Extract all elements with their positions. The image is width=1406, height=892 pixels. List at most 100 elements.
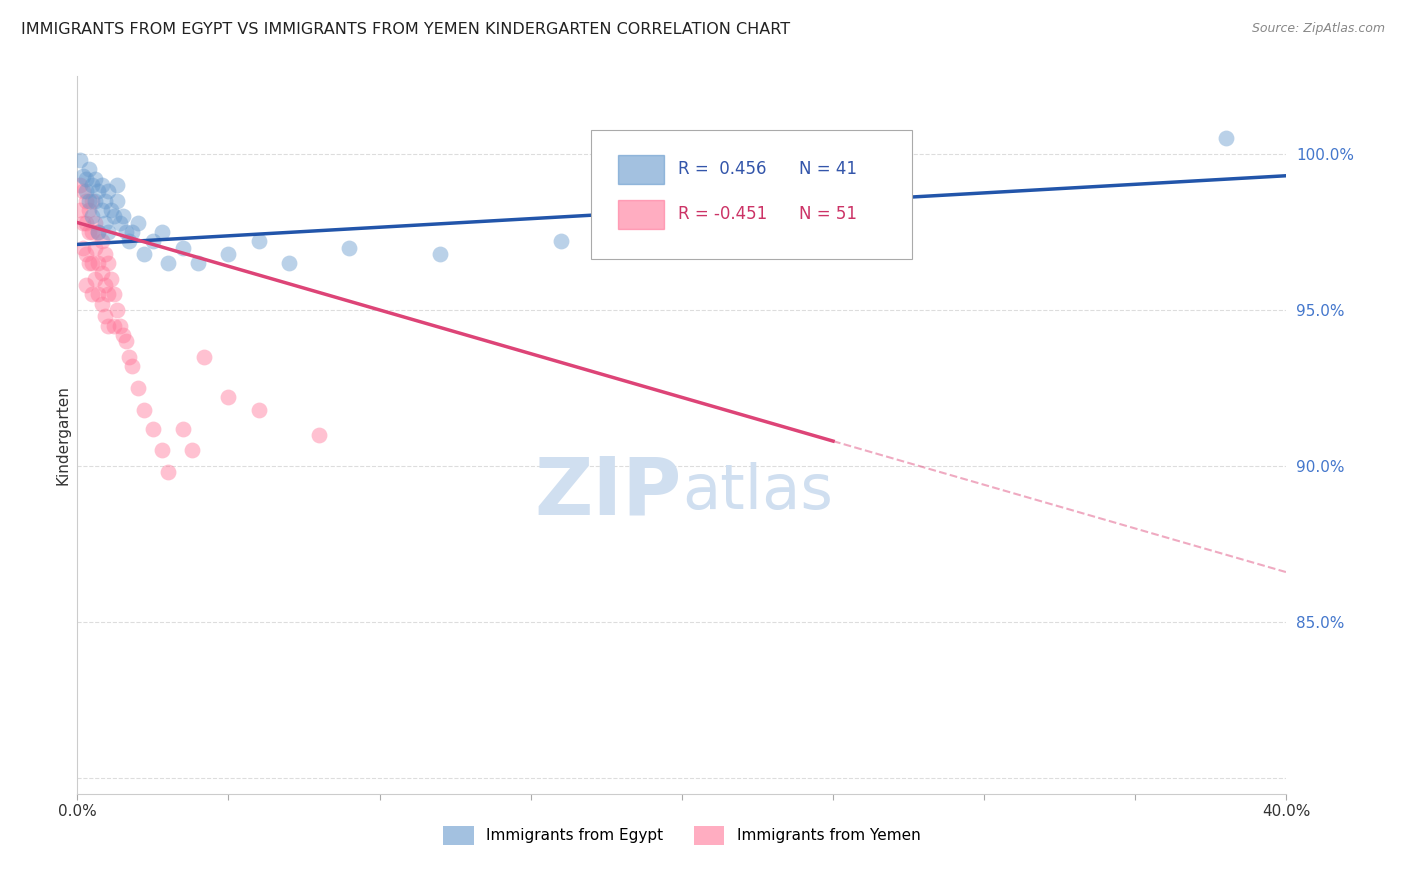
Point [308,427,330,442]
Point [103,318,125,333]
Point [111,328,134,343]
Point [87,287,110,301]
Point [69,202,91,217]
FancyBboxPatch shape [592,129,911,259]
Point [72,184,94,198]
Point [93,216,115,230]
Bar [617,155,664,184]
Point [69,153,91,168]
Point [105,178,128,193]
Point [82,178,104,193]
Point [79,194,101,208]
Point [90,235,112,249]
Point [75,246,97,260]
Point [96,225,118,239]
Text: R =  0.456: R = 0.456 [678,161,766,178]
Point [157,465,180,479]
Bar [617,200,664,228]
Point [96,318,118,333]
Point [172,241,194,255]
Point [157,256,180,270]
Point [90,265,112,279]
Point [337,241,360,255]
Point [93,309,115,323]
Point [118,235,141,249]
Point [127,216,149,230]
Point [108,216,131,230]
Point [100,271,122,285]
Point [429,246,451,260]
Point [105,303,128,318]
Point [87,256,110,270]
Point [218,391,240,405]
Point [79,202,101,217]
Point [150,443,173,458]
Point [72,169,94,183]
Point [172,421,194,435]
Point [87,225,110,239]
Point [247,402,270,417]
Point [84,271,107,285]
Point [187,256,209,270]
Point [1215,131,1237,145]
Point [103,209,125,223]
Point [90,202,112,217]
Point [87,184,110,198]
Point [114,334,136,349]
Point [193,350,215,364]
Point [96,287,118,301]
Point [111,209,134,223]
Legend: Immigrants from Egypt, Immigrants from Yemen: Immigrants from Egypt, Immigrants from Y… [437,820,927,851]
Point [82,225,104,239]
Point [93,278,115,293]
Point [114,225,136,239]
Point [96,256,118,270]
Point [87,225,110,239]
Point [103,287,125,301]
Point [93,246,115,260]
Point [79,256,101,270]
Point [278,256,301,270]
Point [100,202,122,217]
Point [72,216,94,230]
Point [84,194,107,208]
Point [79,225,101,239]
Point [121,359,143,373]
Point [69,178,91,193]
Point [84,241,107,255]
Point [82,256,104,270]
Text: N = 41: N = 41 [799,161,858,178]
Point [105,194,128,208]
Y-axis label: Kindergarten: Kindergarten [55,385,70,484]
Point [132,402,155,417]
Point [84,216,107,230]
Point [181,443,204,458]
Point [108,318,131,333]
Point [121,225,143,239]
Point [79,162,101,177]
Point [127,381,149,395]
Point [84,171,107,186]
Point [218,246,240,260]
Point [118,350,141,364]
Point [90,178,112,193]
Point [75,184,97,198]
Point [142,235,165,249]
Point [550,235,572,249]
Point [72,241,94,255]
Text: Source: ZipAtlas.com: Source: ZipAtlas.com [1251,22,1385,36]
Point [142,421,165,435]
Text: R = -0.451: R = -0.451 [678,205,768,223]
Point [96,184,118,198]
Point [82,194,104,208]
Point [132,246,155,260]
Point [75,171,97,186]
Text: N = 51: N = 51 [799,205,858,223]
Point [75,278,97,293]
Point [90,297,112,311]
Point [93,194,115,208]
Point [247,235,270,249]
Point [75,194,97,208]
Text: atlas: atlas [682,462,832,523]
Text: IMMIGRANTS FROM EGYPT VS IMMIGRANTS FROM YEMEN KINDERGARTEN CORRELATION CHART: IMMIGRANTS FROM EGYPT VS IMMIGRANTS FROM… [21,22,790,37]
